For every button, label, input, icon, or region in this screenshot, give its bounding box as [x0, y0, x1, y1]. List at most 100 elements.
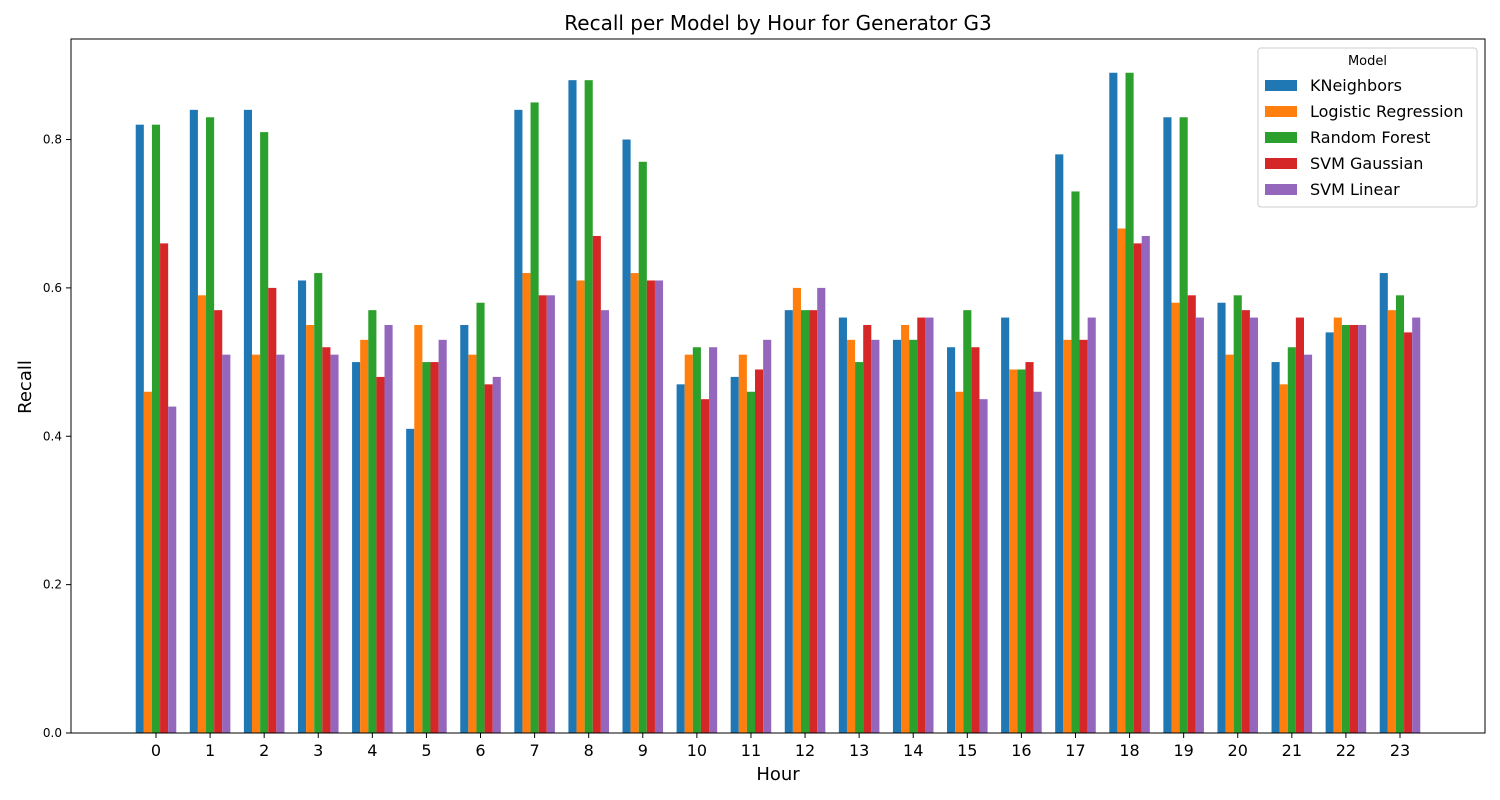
bar	[1125, 72, 1134, 733]
bar	[1109, 72, 1118, 733]
bar	[214, 310, 223, 733]
x-tick-label: 1	[205, 741, 215, 760]
bar	[600, 310, 609, 733]
bar	[1055, 154, 1064, 734]
x-tick-label: 20	[1228, 741, 1248, 760]
bar	[917, 317, 926, 733]
bar	[1009, 369, 1018, 733]
bar	[1025, 362, 1034, 733]
bar	[1295, 317, 1304, 733]
x-tick-label: 23	[1390, 741, 1410, 760]
legend-swatch	[1265, 106, 1297, 117]
bar	[800, 310, 810, 733]
bar	[197, 295, 207, 733]
bar	[1071, 191, 1080, 733]
bar	[1117, 228, 1126, 734]
y-tick-label: 0.6	[43, 281, 62, 295]
bar	[268, 287, 277, 733]
bar	[1225, 354, 1234, 733]
y-tick-label: 0.4	[43, 429, 62, 443]
bar	[206, 117, 215, 733]
bar	[855, 362, 864, 733]
bar	[955, 391, 964, 733]
bar	[638, 161, 647, 733]
chart-title: Recall per Model by Hour for Generator G…	[564, 11, 991, 35]
bar	[414, 324, 423, 733]
bar	[297, 280, 307, 733]
bar	[243, 109, 252, 734]
plot-area: 0 1 2 3 4 5 6 7 8 9 10 11 12 13 14 15 16 17 18 19 20 21 22 230.…	[43, 38, 1486, 760]
bar	[322, 347, 331, 733]
bar	[1133, 243, 1142, 733]
bar	[1304, 354, 1313, 733]
bar	[700, 399, 710, 733]
bar	[168, 406, 177, 733]
bar	[863, 324, 872, 733]
x-tick-label: 11	[741, 741, 761, 760]
bar	[1358, 324, 1367, 733]
x-tick-label: 9	[638, 741, 648, 760]
x-tick-label: 10	[687, 741, 707, 760]
bar	[871, 339, 880, 733]
bar	[784, 310, 793, 733]
bar	[538, 295, 547, 733]
x-tick-label: 4	[367, 741, 377, 760]
legend-item-label: Random Forest	[1310, 128, 1430, 147]
bar	[576, 280, 585, 733]
legend-swatch	[1265, 158, 1297, 169]
bar	[979, 399, 988, 733]
bar	[925, 317, 934, 733]
bar	[1349, 324, 1359, 733]
bar	[406, 428, 415, 733]
bar	[151, 124, 161, 734]
bar	[909, 339, 918, 733]
bar	[838, 317, 847, 733]
bar	[160, 243, 169, 733]
bar	[646, 280, 655, 733]
x-tick-label: 6	[475, 741, 485, 760]
bar	[352, 362, 361, 733]
legend-item-label: SVM Gaussian	[1310, 154, 1423, 173]
bar	[306, 324, 315, 733]
bar	[1233, 295, 1242, 733]
bar	[1249, 317, 1259, 733]
x-tick-label: 22	[1336, 741, 1356, 760]
x-tick-label: 7	[530, 741, 540, 760]
bar	[1279, 384, 1288, 733]
bar	[684, 354, 693, 733]
bar	[1141, 235, 1150, 733]
bar	[1017, 369, 1026, 733]
bar	[1001, 317, 1010, 733]
bar	[1404, 332, 1413, 733]
bar	[422, 362, 431, 733]
bar	[738, 354, 747, 733]
bar	[330, 354, 339, 733]
legend-title: Model	[1348, 54, 1387, 69]
x-tick-label: 14	[903, 741, 923, 760]
bar	[1079, 339, 1088, 733]
bar	[384, 324, 393, 733]
series-logistic-regression	[143, 228, 1396, 734]
bar	[1287, 347, 1296, 733]
bar	[1063, 339, 1072, 733]
bar	[763, 339, 772, 733]
bar	[1271, 362, 1280, 733]
x-tick-label: 17	[1065, 741, 1085, 760]
bar	[468, 354, 477, 733]
bar	[368, 310, 377, 733]
bar	[1387, 310, 1396, 733]
x-tick-label: 16	[1011, 741, 1031, 760]
bar	[630, 273, 639, 733]
bar	[135, 124, 144, 734]
bar	[376, 376, 385, 733]
x-tick-label: 0	[151, 741, 161, 760]
bar	[1241, 310, 1250, 733]
bar	[901, 324, 910, 733]
bar	[746, 391, 756, 733]
bar	[584, 80, 593, 734]
x-tick-label: 2	[259, 741, 269, 760]
x-tick-label: 13	[849, 741, 869, 760]
bar	[809, 310, 818, 733]
bar	[654, 280, 664, 733]
bar	[522, 273, 531, 733]
